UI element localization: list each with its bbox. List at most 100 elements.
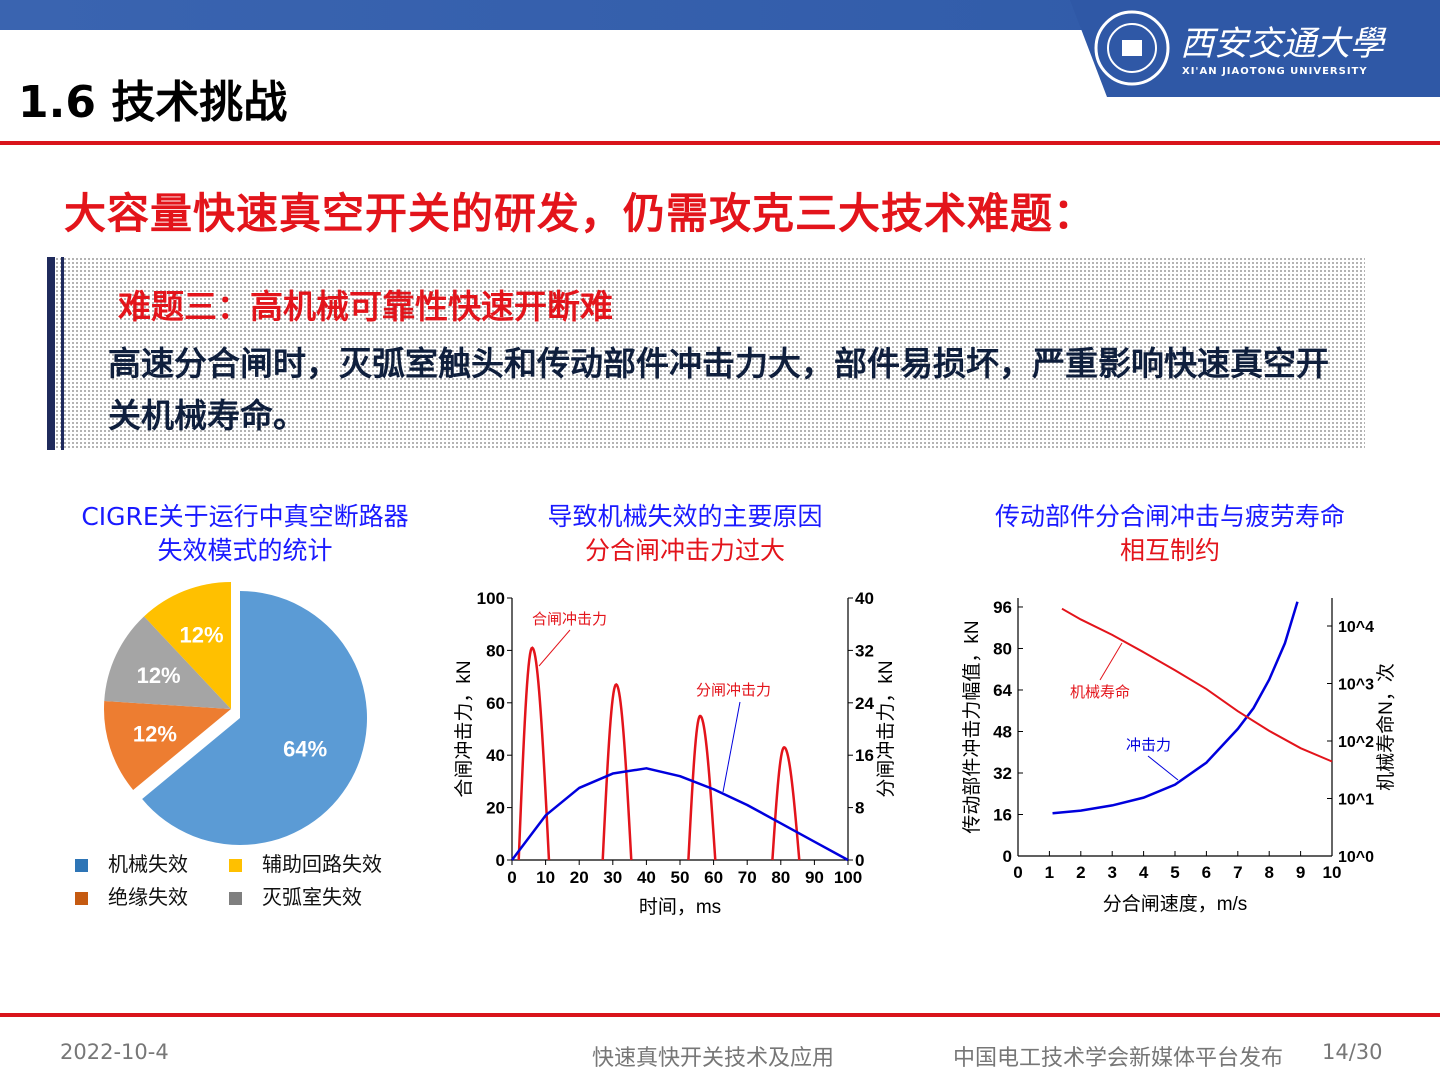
y-axis-label: 合闸冲击力，kN [453,660,475,797]
series-annotation: 分闸冲击力 [696,682,771,699]
x-tick-label: 100 [834,868,862,887]
x-axis-label: 分合闸速度，m/s [1103,893,1248,915]
x-tick-label: 8 [1264,863,1273,882]
challenge-body: 高速分合闸时，灭弧室触头和传动部件冲击力大，部件易损坏，严重影响快速真空开关机械… [108,344,1329,435]
annotation-arrow [1147,755,1179,781]
y2-tick-label: 8 [855,799,864,818]
x-tick-label: 80 [771,868,790,887]
x-tick-label: 2 [1076,863,1085,882]
chart3-title-line: 相互制约 [1119,536,1220,565]
seal-icon [1094,10,1170,86]
x-tick-label: 70 [738,868,757,887]
y2-tick-label: 24 [855,694,874,713]
y2-tick-label: 10^2 [1338,734,1374,751]
y2-axis-label: 分闸冲击力，kN [875,660,897,797]
pie-chart: 64% 12% 12% 12% [104,582,367,845]
pie-slice [104,701,231,790]
x-tick-label: 60 [704,868,723,887]
logo-subtext: XI'AN JIAOTONG UNIVERSITY [1182,66,1368,77]
page-number: 14/30 [1322,1040,1383,1064]
y-tick-label: 96 [993,598,1012,617]
y2-tick-label: 10^0 [1338,849,1374,866]
x-tick-label: 20 [570,868,589,887]
x-tick-label: 9 [1296,863,1305,882]
y-tick-label: 100 [477,589,505,608]
legend-item: 绝缘失效 [75,881,199,910]
x-tick-label: 40 [637,868,656,887]
box-accent-bar [47,257,55,450]
legend-item: 辅助回路失效 [229,848,382,877]
chart2-title-line: 导致机械失效的主要原因 [547,502,823,531]
footer-center: 快速真快开关技术及应用 [592,1046,835,1071]
y2-tick-label: 10^1 [1338,792,1374,809]
x-tick-label: 30 [603,868,622,887]
legend-label: 辅助回路失效 [262,852,382,876]
series-annotation: 合闸冲击力 [532,611,607,628]
pie-data-label: 12% [137,663,181,688]
x-tick-label: 90 [805,868,824,887]
x-tick-label: 4 [1139,863,1149,882]
page-title: 1.6 技术挑战 [18,77,288,128]
closing-force-pulse [517,646,551,861]
legend-label: 绝缘失效 [108,885,188,909]
pie-legend: 机械失效 辅助回路失效 绝缘失效 灭弧室失效 [75,848,382,910]
pie-data-label: 12% [180,623,224,648]
chart2-title: 导致机械失效的主要原因 分合闸冲击力过大 [480,500,890,568]
speed-life-chart: 0 1 2 3 4 5 6 7 8 9 10 0 16 32 48 64 80 96 10^0 10^1 10^2 10^… [961,598,1397,915]
pie-title-line: 失效模式的统计 [157,536,333,565]
footer-date: 2022-10-4 [60,1040,169,1064]
y2-tick-label: 10^4 [1338,619,1374,636]
pie-data-label: 64% [283,737,327,762]
mechanical-life-line [1061,607,1333,763]
y-tick-label: 32 [993,764,1012,783]
pie-slice [142,591,367,845]
closing-force-pulse [771,746,801,861]
legend-item: 灭弧室失效 [229,881,362,910]
footer-publisher: 中国电工技术学会新媒体平台发布 [953,1046,1284,1071]
x-tick-label: 5 [1170,863,1179,882]
opening-force-line [511,767,849,862]
legend-label: 灭弧室失效 [262,885,362,909]
headline: 大容量快速真空开关的研发，仍需攻克三大技术难题： [64,189,1097,238]
x-tick-label: 0 [1013,863,1022,882]
logo-text: 西安交通大學 [1180,24,1384,64]
y2-tick-label: 10^3 [1338,677,1374,694]
y2-tick-label: 16 [855,746,874,765]
pie-slice [104,616,231,709]
y-tick-label: 40 [486,746,505,765]
y-tick-label: 16 [993,805,1012,824]
x-tick-label: 10 [1323,863,1342,882]
x-tick-label: 10 [536,868,555,887]
legend-item: 机械失效 [75,848,199,877]
impact-force-line [1052,601,1299,815]
y-tick-label: 64 [993,681,1012,700]
annotation-arrow [722,701,741,793]
y-tick-label: 20 [486,799,505,818]
pie-title-line: CIGRE关于运行中真空断路器 [81,502,409,531]
pie-data-label: 12% [133,722,177,747]
impact-force-chart: 0 10 20 30 40 50 60 70 80 90 100020406080100081624… [453,589,897,918]
y2-tick-label: 40 [855,589,874,608]
box-accent-bar [61,257,64,450]
x-tick-label: 0 [507,868,516,887]
y-tick-label: 0 [1003,847,1012,866]
closing-force-pulse [601,682,633,861]
chart3-title-line: 传动部件分合闸冲击与疲劳寿命 [994,502,1345,531]
y-tick-label: 0 [496,851,505,870]
y-tick-label: 48 [993,722,1012,741]
closing-force-pulse [687,714,717,861]
annotation-arrow [1099,642,1123,681]
challenge-subtitle: 难题三：高机械可靠性快速开断难 [118,287,613,326]
divider [0,141,1440,145]
pie-title: CIGRE关于运行中真空断路器 失效模式的统计 [50,500,440,568]
y-axis-label: 传动部件冲击力幅值，kN [961,620,983,833]
x-tick-label: 6 [1202,863,1211,882]
y-tick-label: 80 [486,641,505,660]
university-logo: 西安交通大學 XI'AN JIAOTONG UNIVERSITY [1070,0,1440,97]
y2-axis-label: 机械寿命N，次 [1375,663,1397,791]
legend-label: 机械失效 [108,852,188,876]
annotation-arrow [538,629,571,667]
challenge-box [47,257,1365,450]
x-axis-label: 时间，ms [639,896,721,918]
x-tick-label: 1 [1045,863,1054,882]
